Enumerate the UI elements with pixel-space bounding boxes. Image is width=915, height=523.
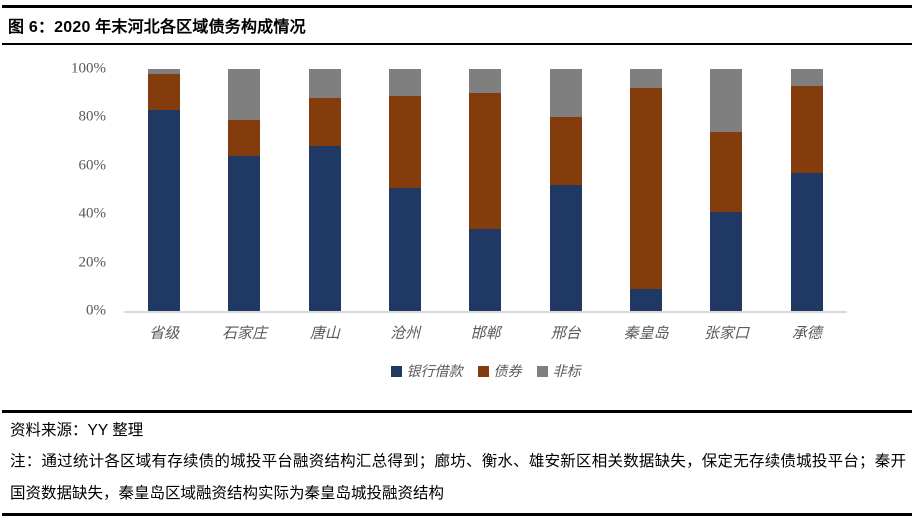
bar-segment-bonds <box>630 88 663 290</box>
stacked-bar <box>710 69 743 311</box>
bar-slot <box>606 69 686 311</box>
bar-segment-bonds <box>308 98 341 147</box>
bar-segment-bonds <box>469 93 502 229</box>
y-tick-label: 0% <box>86 302 106 319</box>
title-divider <box>2 43 912 45</box>
legend-item-bonds: 债券 <box>477 361 522 381</box>
bar-slot <box>365 69 445 311</box>
bar-segment-non-standard <box>630 69 663 89</box>
bar-slot <box>124 69 204 311</box>
bar-segment-non-standard <box>148 69 181 74</box>
bar-slot <box>204 69 284 311</box>
x-category-label: 沧州 <box>390 326 421 342</box>
bar-segment-non-standard <box>308 69 341 99</box>
legend-swatch-non-standard <box>536 365 548 377</box>
stacked-bar <box>790 69 823 311</box>
bar-segment-non-standard <box>790 69 823 86</box>
bar-segment-bank-loans <box>148 110 181 311</box>
bar-segment-non-standard <box>469 69 502 94</box>
source-text: 资料来源：YY 整理 <box>10 422 144 439</box>
x-axis-labels: 省级 石家庄 唐山 沧州 邯郸 邢台 秦皇岛 张家口 承德 <box>124 322 847 343</box>
x-category-label: 邢台 <box>550 326 581 342</box>
stacked-bar <box>148 69 181 311</box>
bar-slot <box>767 69 847 311</box>
stacked-bar <box>389 69 422 311</box>
top-divider <box>2 5 912 8</box>
bar-segment-bank-loans <box>389 187 422 311</box>
note-text: 注：通过统计各区域有存续债的城投平台融资结构汇总得到；廊坊、衡水、雄安新区相关数… <box>10 453 906 502</box>
y-axis: 100% 80% 60% 40% 20% 0% <box>0 61 107 319</box>
chart-legend: 银行借款 债券 非标 <box>124 361 847 381</box>
bar-segment-bank-loans <box>228 156 261 311</box>
bar-segment-bank-loans <box>549 185 582 311</box>
y-tick-label: 80% <box>78 108 107 125</box>
bar-segment-non-standard <box>389 69 422 96</box>
x-category-label: 张家口 <box>703 326 749 342</box>
legend-label-bank-loans: 银行借款 <box>406 365 463 380</box>
y-tick-label: 20% <box>78 254 107 271</box>
y-tick-label: 60% <box>78 157 107 174</box>
stacked-bar <box>549 69 582 311</box>
bar-segment-non-standard <box>228 69 261 120</box>
bar-segment-bonds <box>228 119 261 157</box>
footer-bottom-divider <box>2 513 912 516</box>
bar-slot <box>445 69 525 311</box>
bar-segment-bonds <box>710 131 743 212</box>
x-category-label: 唐山 <box>309 326 340 342</box>
legend-label-bonds: 债券 <box>493 365 522 380</box>
legend-item-non-standard: 非标 <box>536 361 581 381</box>
stacked-bar <box>228 69 261 311</box>
bar-segment-bank-loans <box>790 173 823 311</box>
y-tick-label: 40% <box>78 205 107 222</box>
stacked-bar <box>469 69 502 311</box>
bar-slot <box>526 69 606 311</box>
x-category-label: 石家庄 <box>221 326 267 342</box>
x-category-label: 省级 <box>149 326 180 342</box>
x-category-label: 邯郸 <box>470 326 501 342</box>
bar-slot <box>686 69 766 311</box>
legend-swatch-bonds <box>477 365 489 377</box>
x-category-label: 承德 <box>791 326 822 342</box>
figure-title: 图 6：2020 年末河北各区域债务构成情况 <box>8 19 306 36</box>
stacked-bar <box>630 69 663 311</box>
bar-segment-bonds <box>148 73 181 111</box>
bar-segment-bank-loans <box>308 146 341 311</box>
bar-segment-bonds <box>549 117 582 186</box>
legend-label-non-standard: 非标 <box>552 365 581 380</box>
legend-item-bank-loans: 银行借款 <box>390 361 463 381</box>
bar-segment-bank-loans <box>630 289 663 311</box>
bar-segment-bank-loans <box>710 211 743 311</box>
bar-segment-bonds <box>389 95 422 188</box>
bar-segment-bank-loans <box>469 228 502 311</box>
bar-segment-bonds <box>790 85 823 174</box>
bar-slot <box>285 69 365 311</box>
y-tick-label: 100% <box>71 60 106 77</box>
stacked-bar <box>308 69 341 311</box>
plot-area <box>124 69 847 313</box>
footer-top-divider <box>2 410 912 413</box>
bar-segment-non-standard <box>549 69 582 118</box>
bar-segment-non-standard <box>710 69 743 132</box>
x-category-label: 秦皇岛 <box>623 326 669 342</box>
legend-swatch-bank-loans <box>390 365 402 377</box>
